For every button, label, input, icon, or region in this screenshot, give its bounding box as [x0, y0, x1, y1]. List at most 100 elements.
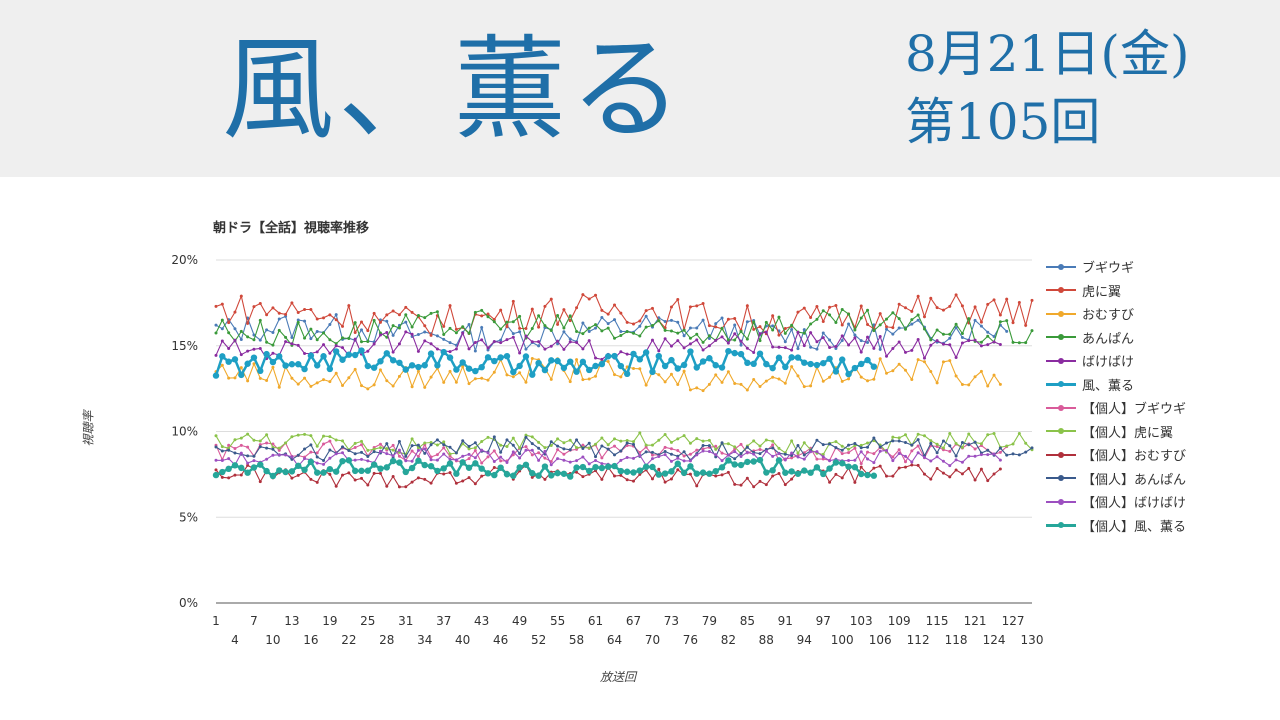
legend-item[interactable]: ばけばけ	[1046, 349, 1186, 373]
data-point	[351, 467, 359, 475]
data-point	[296, 343, 300, 347]
data-point	[644, 309, 648, 313]
data-point	[891, 347, 895, 351]
series-line	[215, 308, 1033, 347]
legend-item[interactable]: あんぱん	[1046, 326, 1186, 350]
data-point	[979, 369, 983, 373]
legend-item[interactable]: 風、薫る	[1046, 373, 1186, 397]
data-point	[979, 340, 983, 344]
data-point	[688, 326, 692, 330]
data-point	[688, 305, 692, 309]
data-point	[820, 470, 827, 478]
data-point	[328, 472, 332, 476]
data-point	[410, 480, 414, 484]
data-point	[929, 296, 933, 300]
data-point	[499, 308, 503, 312]
data-point	[454, 451, 458, 455]
data-point	[796, 455, 800, 459]
data-point	[562, 452, 566, 456]
data-point	[587, 339, 591, 343]
data-point	[676, 320, 680, 324]
data-point	[872, 466, 876, 470]
data-point	[859, 339, 863, 343]
data-point	[252, 459, 256, 463]
data-point	[296, 382, 300, 386]
data-point	[423, 324, 427, 328]
data-point	[246, 321, 250, 325]
data-point	[575, 459, 579, 463]
data-point	[809, 450, 813, 454]
legend-item[interactable]: 【個人】ばけばけ	[1046, 490, 1186, 514]
legend-item[interactable]: 【個人】あんぱん	[1046, 467, 1186, 491]
data-point	[619, 334, 623, 338]
data-point	[227, 331, 231, 335]
data-point	[657, 455, 661, 459]
data-point	[809, 322, 813, 326]
data-point	[826, 465, 833, 472]
legend-item[interactable]: ブギウギ	[1046, 255, 1186, 279]
data-point	[328, 456, 332, 460]
x-tick-label: 40	[455, 633, 470, 647]
x-tick-label: 10	[265, 633, 280, 647]
data-point	[726, 470, 730, 474]
data-point	[631, 331, 635, 335]
data-point	[480, 439, 484, 443]
data-point	[935, 455, 939, 459]
data-point	[1005, 444, 1009, 448]
data-point	[296, 453, 300, 457]
data-point	[562, 458, 566, 462]
data-point	[834, 344, 838, 348]
data-point	[541, 366, 549, 374]
data-point	[611, 462, 618, 470]
data-point	[644, 443, 648, 447]
data-point	[619, 375, 623, 379]
data-point	[903, 350, 907, 354]
data-point	[548, 357, 555, 364]
data-point	[847, 447, 851, 451]
data-point	[581, 443, 585, 447]
data-point	[252, 347, 256, 351]
data-point	[518, 330, 522, 334]
data-point	[408, 464, 416, 472]
data-point	[960, 336, 964, 340]
data-point	[707, 324, 711, 328]
data-point	[657, 438, 661, 442]
data-point	[435, 458, 439, 462]
x-tick-label: 28	[379, 633, 394, 647]
data-point	[448, 326, 452, 330]
data-point	[707, 344, 711, 348]
legend-item[interactable]: おむすび	[1046, 302, 1186, 326]
data-point	[341, 336, 345, 340]
data-point	[771, 324, 775, 328]
legend-item[interactable]: 【個人】ブギウギ	[1046, 396, 1186, 420]
data-point	[790, 365, 794, 369]
data-point	[878, 445, 882, 449]
data-point	[809, 345, 813, 349]
data-point	[967, 454, 971, 458]
data-point	[334, 484, 338, 488]
header-banner: 風、薫る 8月21日(金) 第105回	[0, 0, 1280, 177]
x-tick-label: 70	[645, 633, 660, 647]
x-tick-label: 85	[740, 614, 755, 628]
legend-item[interactable]: 虎に翼	[1046, 279, 1186, 303]
data-point	[568, 340, 572, 344]
legend-item[interactable]: 【個人】おむすび	[1046, 443, 1186, 467]
data-point	[878, 357, 882, 361]
data-point	[739, 454, 743, 458]
x-tick-label: 55	[550, 614, 565, 628]
data-point	[353, 367, 357, 371]
legend-item[interactable]: 【個人】風、薫る	[1046, 514, 1186, 538]
data-point	[847, 443, 851, 447]
data-point	[763, 469, 770, 476]
data-point	[604, 353, 612, 360]
data-point	[676, 468, 680, 472]
data-point	[372, 447, 376, 451]
data-point	[828, 480, 832, 484]
data-point	[594, 458, 598, 462]
data-point	[638, 431, 642, 435]
legend-item[interactable]: 【個人】虎に翼	[1046, 420, 1186, 444]
data-point	[220, 449, 224, 453]
data-point	[891, 455, 895, 459]
data-point	[682, 369, 686, 373]
data-point	[397, 448, 401, 452]
